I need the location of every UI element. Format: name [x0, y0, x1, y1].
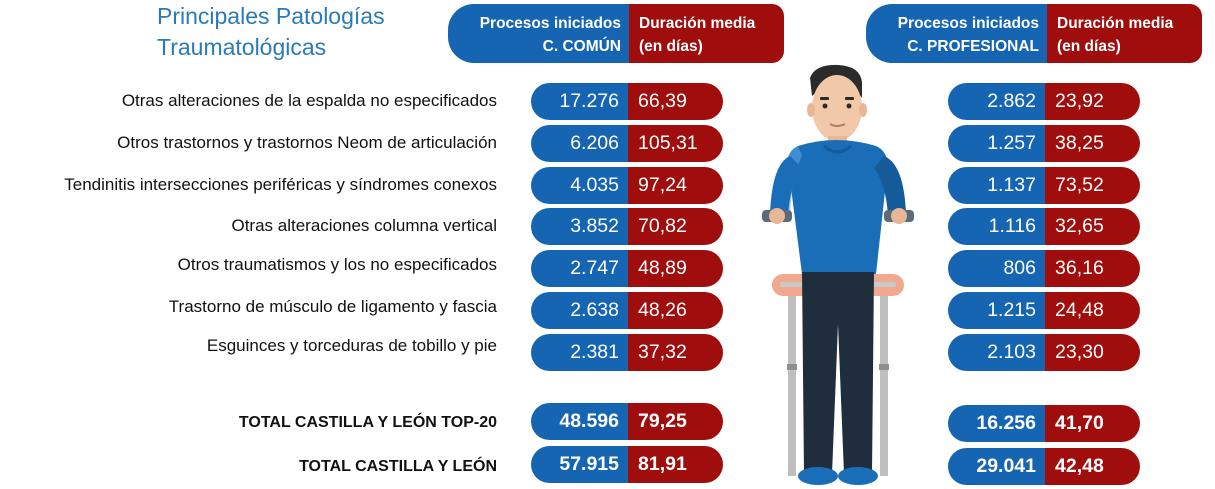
pants-icon — [802, 272, 874, 474]
comun-duracion-value: 70,82 — [628, 208, 723, 245]
prof-procesos-value: 1.215 — [948, 292, 1045, 329]
left-crutch-icon — [788, 296, 796, 476]
face-icon — [812, 75, 862, 141]
comun-procesos-total: 48.596 — [531, 403, 628, 440]
prof-procesos-value: 2.103 — [948, 334, 1045, 371]
row-label: Otros traumatismos y los no especificado… — [177, 255, 497, 274]
header-comun-duration-line2: (en días) — [639, 38, 703, 55]
prof-procesos-value: 1.116 — [948, 208, 1045, 245]
comun-duracion-value: 66,39 — [628, 83, 723, 120]
prof-duracion-value: 23,30 — [1045, 334, 1140, 371]
pill-profesional: 1.257 38,25 — [948, 125, 1140, 162]
comun-duracion-value: 97,24 — [628, 167, 723, 204]
comun-procesos-value: 4.035 — [531, 167, 628, 204]
pill-profesional-total: 16.256 41,70 — [948, 405, 1140, 442]
prof-duracion-total: 42,48 — [1045, 448, 1140, 485]
prof-duracion-total: 41,70 — [1045, 405, 1140, 442]
comun-procesos-value: 6.206 — [531, 125, 628, 162]
pill-profesional: 1.116 32,65 — [948, 208, 1140, 245]
comun-duracion-value: 37,32 — [628, 334, 723, 371]
row-label: Esguinces y torceduras de tobillo y pie — [206, 336, 497, 355]
row-label: Otras alteraciones columna vertical — [231, 216, 497, 235]
comun-procesos-total: 57.915 — [531, 446, 628, 483]
title-line-1: Principales Patologías — [157, 3, 385, 29]
header-prof-duration-line2: (en días) — [1057, 38, 1121, 55]
header-comun-processes: Procesos iniciados C. COMÚN — [448, 4, 629, 63]
pill-comun: 3.852 70,82 — [531, 208, 723, 245]
header-prof-processes-line2: C. PROFESIONAL — [907, 38, 1039, 55]
header-comun: Procesos iniciados C. COMÚN Duración med… — [448, 4, 784, 63]
total-label: TOTAL CASTILLA Y LEÓN TOP-20 — [238, 414, 497, 431]
header-comun-processes-line1: Procesos iniciados — [479, 15, 621, 32]
pill-comun: 17.276 66,39 — [531, 83, 723, 120]
title-line-2: Traumatológicas — [157, 34, 327, 60]
header-comun-processes-line2: C. COMÚN — [542, 38, 621, 55]
pill-comun: 4.035 97,24 — [531, 167, 723, 204]
header-comun-duration: Duración media (en días) — [629, 4, 784, 63]
comun-procesos-value: 2.638 — [531, 292, 628, 329]
total-label: TOTAL CASTILLA Y LEÓN — [299, 458, 497, 475]
prof-procesos-value: 1.257 — [948, 125, 1045, 162]
prof-duracion-value: 73,52 — [1045, 167, 1140, 204]
pill-comun: 6.206 105,31 — [531, 125, 723, 162]
prof-procesos-value: 1.137 — [948, 167, 1045, 204]
row-label: Otros trastornos y trastornos Neom de ar… — [117, 133, 497, 152]
pill-profesional-total: 29.041 42,48 — [948, 448, 1140, 485]
prof-duracion-value: 24,48 — [1045, 292, 1140, 329]
pill-profesional: 1.137 73,52 — [948, 167, 1140, 204]
row-label: Otras alteraciones de la espalda no espe… — [121, 91, 497, 110]
comun-procesos-value: 2.747 — [531, 250, 628, 287]
pill-comun: 2.381 37,32 — [531, 334, 723, 371]
prof-duracion-value: 38,25 — [1045, 125, 1140, 162]
pill-comun-total: 48.596 79,25 — [531, 403, 723, 440]
comun-duracion-value: 105,31 — [628, 125, 723, 162]
header-profesional: Procesos iniciados C. PROFESIONAL Duraci… — [866, 4, 1202, 63]
page-title: Principales Patologías Traumatológicas — [157, 1, 385, 63]
header-prof-duration-line1: Duración media — [1057, 15, 1174, 32]
header-comun-duration-line1: Duración media — [639, 15, 756, 32]
prof-duracion-value: 32,65 — [1045, 208, 1140, 245]
pill-profesional: 806 36,16 — [948, 250, 1140, 287]
row-label: Tendinitis intersecciones periféricas y … — [64, 175, 497, 194]
comun-procesos-value: 17.276 — [531, 83, 628, 120]
row-label: Trastorno de músculo de ligamento y fasc… — [168, 297, 497, 316]
right-shoe-icon — [838, 467, 878, 485]
comun-duracion-value: 48,26 — [628, 292, 723, 329]
prof-duracion-value: 36,16 — [1045, 250, 1140, 287]
comun-procesos-value: 3.852 — [531, 208, 628, 245]
header-prof-duration: Duración media (en días) — [1047, 4, 1202, 63]
comun-duracion-value: 48,89 — [628, 250, 723, 287]
prof-procesos-value: 806 — [948, 250, 1045, 287]
prof-duracion-value: 23,92 — [1045, 83, 1140, 120]
prof-procesos-total: 16.256 — [948, 405, 1045, 442]
prof-procesos-total: 29.041 — [948, 448, 1045, 485]
prof-procesos-value: 2.862 — [948, 83, 1045, 120]
pill-comun: 2.747 48,89 — [531, 250, 723, 287]
right-crutch-icon — [880, 296, 888, 476]
comun-procesos-value: 2.381 — [531, 334, 628, 371]
person-with-crutches-illustration — [762, 64, 914, 485]
pill-profesional: 2.862 23,92 — [948, 83, 1140, 120]
comun-duracion-total: 79,25 — [628, 403, 723, 440]
header-prof-processes-line1: Procesos iniciados — [897, 15, 1039, 32]
pill-comun: 2.638 48,26 — [531, 292, 723, 329]
shirt-icon — [788, 140, 888, 274]
header-prof-processes: Procesos iniciados C. PROFESIONAL — [866, 4, 1047, 63]
left-shoe-icon — [798, 467, 838, 485]
comun-duracion-total: 81,91 — [628, 446, 723, 483]
pill-comun-total: 57.915 81,91 — [531, 446, 723, 483]
pill-profesional: 1.215 24,48 — [948, 292, 1140, 329]
pill-profesional: 2.103 23,30 — [948, 334, 1140, 371]
